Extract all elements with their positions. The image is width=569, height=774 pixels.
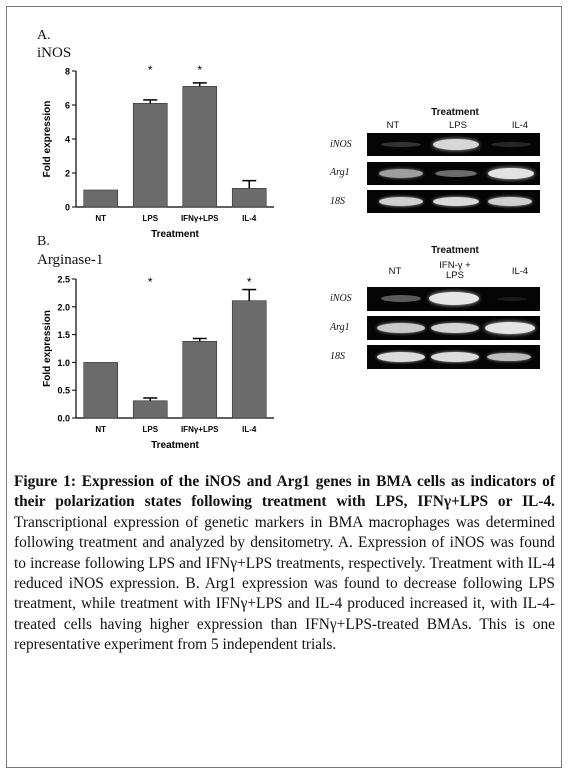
x-tick-label: LPS [142, 425, 158, 434]
gel-b-gene-2: Arg1 [330, 322, 350, 333]
gel-band [431, 323, 479, 333]
gel-band [429, 292, 479, 305]
x-axis-title: Treatment [151, 440, 199, 451]
gel-b-gene-3: 18S [330, 351, 345, 362]
gel-band [433, 139, 479, 150]
x-tick-label: IFNγ+LPS [181, 214, 219, 223]
significance-marker: * [148, 275, 153, 289]
x-tick-label: IFNγ+LPS [181, 425, 219, 434]
gel-band [491, 142, 531, 147]
figure-frame [6, 6, 562, 768]
gel-b-lane-1: NT [388, 266, 402, 277]
chart-a: 0 2 4 6 8 NT * LPS * IFNγ+LPS IL-4 Treatment Fold ex… [42, 63, 274, 240]
y-tick-label: 2 [65, 169, 70, 179]
gel-band [377, 352, 425, 362]
gel-b: Treatment NT IFN-γ + LPS IL-4 iNOS Arg1 … [320, 240, 550, 370]
bar [83, 189, 119, 208]
gel-band [488, 197, 532, 206]
gel-a: Treatment NT LPS IL-4 iNOS Arg1 18S [320, 104, 550, 214]
bar [231, 188, 267, 208]
gel-b-gene-1: iNOS [330, 293, 352, 304]
significance-marker: * [247, 275, 252, 289]
bar [182, 85, 218, 208]
x-tick-label: IL-4 [242, 214, 257, 223]
bar [231, 300, 267, 419]
panel-a-letter: A. [37, 28, 51, 43]
significance-marker: * [197, 63, 202, 77]
gel-b-strip-18s [367, 345, 540, 369]
gel-band [433, 197, 479, 206]
panel-a-title: iNOS [37, 45, 72, 61]
y-tick-label: 2.0 [57, 302, 70, 312]
bar [83, 362, 119, 419]
y-tick-label: 1.0 [57, 358, 70, 368]
y-tick-label: 6 [65, 101, 70, 111]
y-tick-label: 2.5 [57, 275, 70, 285]
gel-b-lane-2: IFN-γ + LPS [439, 260, 471, 281]
gel-a-heading: Treatment [431, 107, 479, 118]
x-tick-label: NT [95, 425, 106, 434]
x-tick-label: NT [95, 214, 106, 223]
panel-b-letter: B. [37, 234, 50, 249]
chart-b: 0.0 0.5 1.0 1.5 2.0 2.5 NT * LPS IFNγ+LPS * IL-4 Tre… [42, 275, 274, 451]
gel-band [379, 197, 423, 206]
gel-band [377, 323, 425, 333]
y-axis-title: Fold expression [42, 310, 53, 387]
x-axis-title: Treatment [151, 229, 199, 240]
gel-band [488, 168, 534, 179]
gel-band [485, 322, 535, 334]
gel-band [431, 352, 479, 362]
bar [182, 340, 218, 419]
y-tick-label: 8 [65, 67, 70, 77]
bar [132, 102, 168, 208]
gel-a-lane-3: IL-4 [511, 120, 529, 131]
gel-b-heading: Treatment [431, 245, 479, 256]
caption-body: Transcriptional expression of genetic ma… [14, 513, 555, 654]
gel-a-strip-18s [367, 190, 540, 213]
gel-a-lane-2: LPS [449, 120, 467, 131]
x-tick-label: LPS [142, 214, 158, 223]
panel-b-title: Arginase-1 [37, 252, 104, 268]
gel-band [497, 297, 527, 301]
gel-band [379, 169, 423, 178]
y-tick-label: 4 [65, 135, 70, 145]
gel-a-gene-2: Arg1 [330, 167, 350, 178]
gel-band [381, 142, 421, 147]
gel-band [435, 170, 477, 177]
gel-b-lane-3: IL-4 [511, 266, 529, 277]
bar [132, 400, 168, 419]
gel-a-strip-arg1 [367, 162, 540, 185]
y-tick-label: 1.5 [57, 330, 70, 340]
y-tick-label: 0.5 [57, 386, 70, 396]
gel-a-gene-3: 18S [330, 196, 345, 207]
significance-marker: * [148, 63, 153, 77]
y-tick-label: 0 [65, 203, 70, 213]
caption-title: Figure 1: Expression of the iNOS and Arg… [14, 473, 555, 511]
gel-a-lane-1: NT [386, 120, 400, 131]
y-tick-label: 0.0 [57, 414, 70, 424]
gel-a-strip-inos [367, 133, 540, 156]
figure-caption: Figure 1: Expression of the iNOS and Arg… [14, 472, 555, 656]
gel-band [487, 353, 531, 361]
gel-b-strip-inos [367, 287, 540, 311]
y-axis-title: Fold expression [42, 101, 53, 178]
gel-band [381, 295, 421, 302]
gel-a-gene-1: iNOS [330, 139, 352, 150]
x-tick-label: IL-4 [242, 425, 257, 434]
gel-b-strip-arg1 [367, 316, 540, 340]
